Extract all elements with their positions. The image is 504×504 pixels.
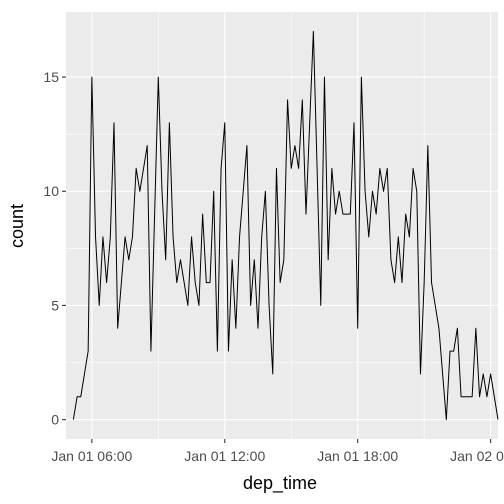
axis-ticks — [62, 76, 492, 443]
y-tick-label: 10 — [43, 183, 59, 199]
series-group — [72, 30, 499, 421]
y-tick-label: 0 — [51, 412, 59, 428]
x-tick-label: Jan 02 00:00 — [450, 448, 504, 464]
y-tick-label: 15 — [43, 69, 59, 85]
x-axis-tick-labels: Jan 01 06:00 Jan 01 12:00 Jan 01 18:00 Jan … — [51, 448, 504, 464]
panel-background — [66, 12, 498, 439]
y-axis-tick-labels: 0 5 10 15 — [43, 69, 59, 428]
x-axis-title: dep_time — [243, 473, 317, 494]
x-tick-label: Jan 01 18:00 — [317, 448, 398, 464]
x-tick-label: Jan 01 06:00 — [51, 448, 132, 464]
series-line — [72, 30, 499, 421]
x-tick-label: Jan 01 12:00 — [184, 448, 265, 464]
y-tick-label: 5 — [51, 297, 59, 313]
y-axis-title: count — [7, 204, 27, 248]
